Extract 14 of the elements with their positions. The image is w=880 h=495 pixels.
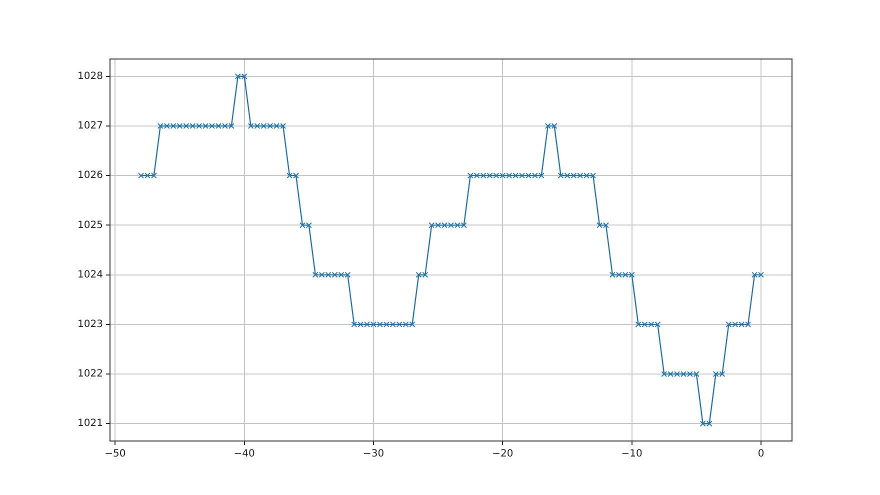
y-tick-label: 1021 xyxy=(78,418,103,430)
y-tick-label: 1028 xyxy=(78,70,103,82)
y-tick-label: 1027 xyxy=(78,120,103,132)
y-tick-label: 1023 xyxy=(78,319,103,330)
x-tick-label: −10 xyxy=(621,448,642,460)
y-tick-label: 1025 xyxy=(78,220,103,231)
y-tick-label: 1026 xyxy=(78,170,103,182)
x-tick-label: −30 xyxy=(362,448,384,460)
x-tick-label: −20 xyxy=(492,448,514,460)
x-tick-label: −50 xyxy=(104,448,126,460)
x-tick-label: 0 xyxy=(758,448,764,460)
y-tick-label: 1022 xyxy=(78,368,103,380)
x-tick-label: −40 xyxy=(234,448,255,460)
y-tick-label: 1024 xyxy=(78,269,103,280)
